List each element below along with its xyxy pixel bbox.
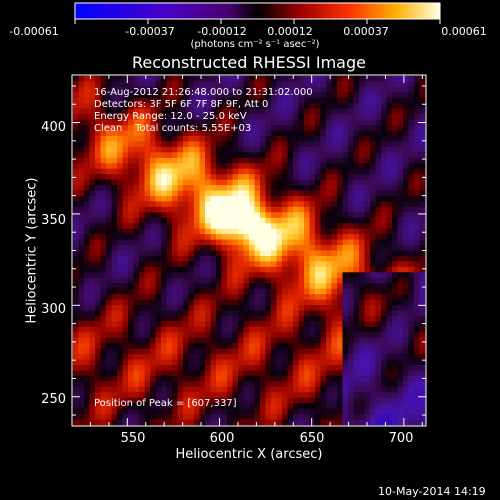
detectors-text: Detectors: 3F 5F 6F 7F 8F 9F, Att 0	[94, 99, 269, 110]
x-tick-label: 550	[120, 431, 146, 446]
colorbar-tick-label: 0.00037	[343, 25, 389, 38]
x-axis-label: Heliocentric X (arcsec)	[175, 447, 323, 462]
colorbar-units: (photons cm⁻² s⁻¹ asec⁻²)	[190, 39, 320, 50]
y-tick-label: 350	[41, 213, 66, 228]
time-range-text: 16-Aug-2012 21:26:48.000 to 21:31:02.000	[94, 87, 313, 98]
colorbar	[74, 2, 441, 20]
x-tick-label: 650	[299, 431, 325, 446]
energy-range-text: Energy Range: 12.0 - 25.0 keV	[94, 111, 247, 122]
colorbar-tick-label: 0.00061	[441, 25, 487, 38]
x-tick-label: 700	[388, 431, 414, 446]
x-tick-label: 600	[209, 431, 235, 446]
y-axis-label: Heliocentric Y (arcsec)	[24, 177, 40, 324]
colorbar-ticks	[74, 19, 441, 24]
y-tick-label: 400	[41, 120, 66, 135]
axis-ticks	[72, 75, 426, 426]
image-title: Reconstructed RHESSI Image	[132, 53, 366, 72]
y-tick-label: 250	[41, 392, 66, 407]
colorbar-tick-label: 0.00012	[267, 25, 313, 38]
counts-text: Clean Total counts: 5.55E+03	[94, 123, 252, 134]
colorbar-tick-label: -0.00061	[9, 25, 59, 38]
colorbar-tick-label: -0.00037	[125, 25, 175, 38]
rhessi-image	[73, 76, 426, 426]
y-tick-label: 300	[41, 302, 66, 317]
footer-date: 10-May-2014 14:19	[378, 485, 486, 498]
peak-position-text: Position of Peak = [607,337]	[94, 398, 237, 409]
colorbar-tick-label: -0.00012	[197, 25, 247, 38]
